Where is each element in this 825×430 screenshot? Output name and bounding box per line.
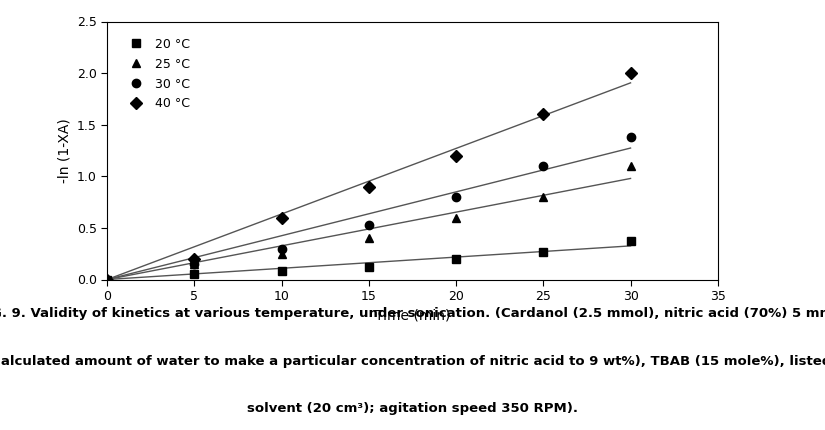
Text: calculated amount of water to make a particular concentration of nitric acid to : calculated amount of water to make a par… <box>0 355 825 368</box>
X-axis label: Time (min): Time (min) <box>375 308 450 322</box>
Text: FIG. 9. Validity of kinetics at various temperature, under sonication. (Cardanol: FIG. 9. Validity of kinetics at various … <box>0 307 825 320</box>
Y-axis label: -ln (1-XA): -ln (1-XA) <box>57 118 71 183</box>
Legend: 20 °C, 25 °C, 30 °C, 40 °C: 20 °C, 25 °C, 30 °C, 40 °C <box>114 28 200 120</box>
Text: solvent (20 cm³); agitation speed 350 RPM).: solvent (20 cm³); agitation speed 350 RP… <box>247 402 578 415</box>
